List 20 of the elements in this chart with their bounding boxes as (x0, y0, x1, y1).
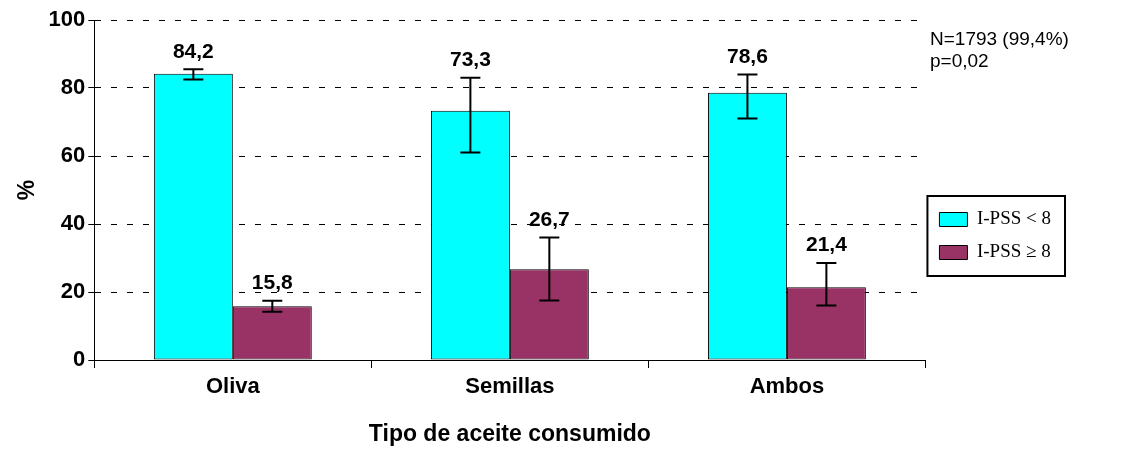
y-tick-label: 0 (73, 346, 86, 372)
text: N=1793 (99,4%) (930, 28, 1069, 50)
y-tick-label: 80 (60, 74, 86, 100)
y-tick-label: 60 (60, 142, 86, 168)
data-label: 84,2 (172, 38, 214, 62)
legend-label: I-PSS ≥ 8 (976, 240, 1051, 262)
data-label: 78,6 (726, 43, 768, 67)
y-axis-title: % (13, 179, 40, 201)
x-tick-label: Semillas (465, 373, 555, 399)
data-label: 15,8 (251, 270, 294, 294)
y-tick-label: 100 (48, 6, 86, 32)
legend-label: I-PSS < 8 (976, 207, 1052, 229)
x-tick-label: Oliva (205, 373, 261, 399)
y-tick-label: 40 (60, 210, 86, 236)
x-tick-label: Ambos (749, 373, 825, 399)
data-label: 73,3 (449, 47, 491, 71)
data-label: 21,4 (805, 232, 848, 256)
text: p=0,02 (930, 50, 990, 72)
y-tick-label: 20 (60, 278, 86, 304)
x-axis-title: Tipo de aceite consumido (368, 419, 651, 446)
